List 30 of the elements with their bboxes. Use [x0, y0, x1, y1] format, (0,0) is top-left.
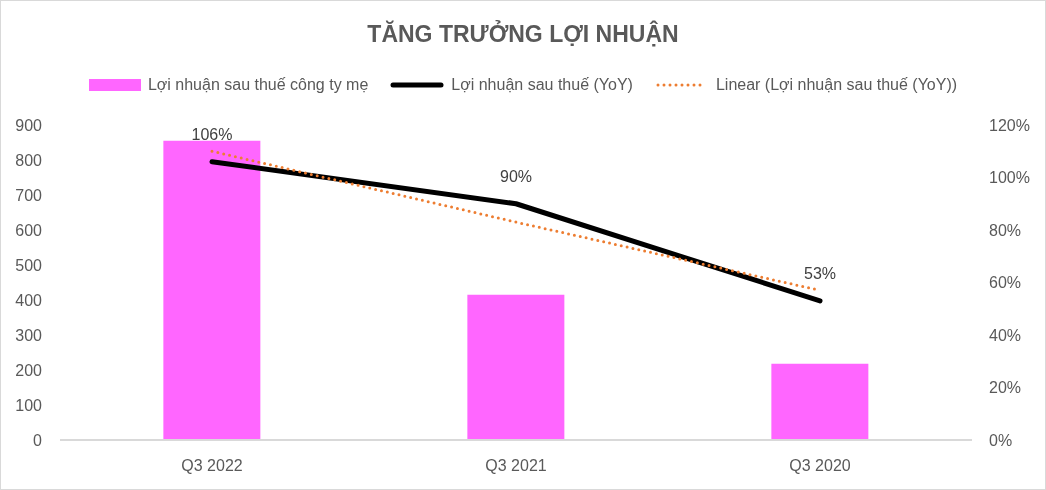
- y2-tick-label: 0%: [989, 431, 1013, 449]
- data-label: 90%: [499, 167, 533, 185]
- data-label: 53%: [803, 264, 837, 282]
- y-tick-label: 600: [15, 221, 43, 239]
- y-tick-label: 0: [33, 431, 43, 449]
- x-tick-label: Q3 2021: [485, 457, 547, 475]
- y-tick-label: 400: [15, 291, 43, 309]
- bar: [467, 294, 565, 440]
- legend-label: Linear (Lợi nhuận sau thuế (YoY)): [715, 76, 958, 94]
- y2-tick-label: 20%: [989, 379, 1022, 397]
- y-tick-label: 700: [15, 186, 43, 204]
- y2-tick-label: 100%: [989, 169, 1030, 187]
- y-tick-label: 800: [15, 151, 43, 169]
- x-tick-label: Q3 2020: [789, 457, 851, 475]
- y2-tick-label: 40%: [989, 326, 1022, 344]
- bar: [163, 140, 261, 440]
- data-label: 106%: [191, 125, 233, 143]
- chart-title: TĂNG TRƯỞNG LỢI NHUẬN: [366, 21, 680, 48]
- x-tick-label: Q3 2022: [181, 457, 243, 475]
- y-tick-label: 900: [15, 116, 43, 134]
- y2-tick-label: 120%: [989, 116, 1030, 134]
- legend-label: Lợi nhuận sau thuế công ty mẹ: [147, 76, 369, 94]
- y2-tick-label: 60%: [989, 274, 1022, 292]
- y-tick-label: 300: [15, 326, 43, 344]
- y-tick-label: 500: [15, 256, 43, 274]
- bar: [771, 363, 869, 440]
- y2-tick-label: 80%: [989, 221, 1022, 239]
- legend-label: Lợi nhuận sau thuế (YoY): [451, 76, 633, 94]
- y-tick-label: 100: [15, 396, 43, 414]
- y-tick-label: 200: [15, 361, 43, 379]
